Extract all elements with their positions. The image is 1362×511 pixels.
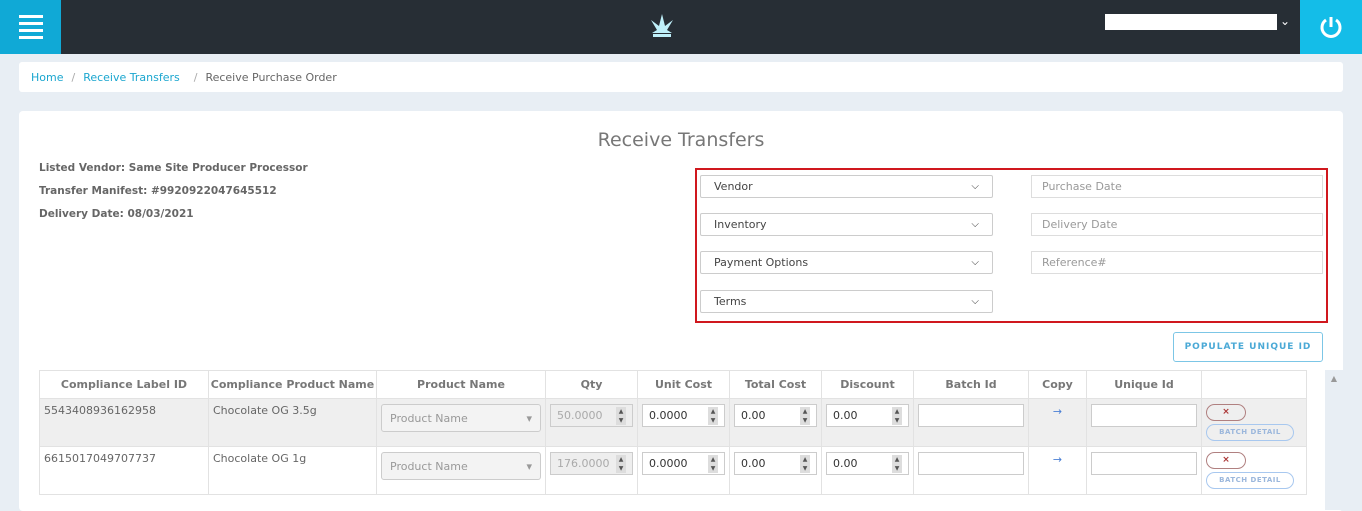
- batch-id-input[interactable]: [918, 452, 1024, 475]
- chevron-down-icon[interactable]: ⌄: [1280, 14, 1291, 28]
- batch-detail-button[interactable]: BATCH DETAIL: [1206, 472, 1294, 489]
- total-cost-value: 0.00: [741, 457, 766, 470]
- products-table: Compliance Label ID Compliance Product N…: [39, 370, 1307, 495]
- chevron-down-icon: ▾: [526, 411, 532, 425]
- purchase-date-input[interactable]: Purchase Date: [1031, 175, 1323, 198]
- spinner-icon[interactable]: ▲ ▼: [892, 454, 902, 473]
- header-copy: Copy: [1028, 370, 1087, 399]
- batch-detail-button[interactable]: BATCH DETAIL: [1206, 424, 1294, 441]
- discount-value: 0.00: [833, 457, 858, 470]
- terms-value: Terms: [714, 295, 747, 308]
- spinner-icon[interactable]: ▲ ▼: [800, 406, 810, 425]
- qty-value: 50.0000: [557, 409, 603, 422]
- unique-id-input[interactable]: [1091, 452, 1197, 475]
- remove-row-button[interactable]: ×: [1206, 452, 1246, 469]
- highlight-box: [695, 168, 1328, 323]
- qty-input: 176.0000 ▲ ▼: [550, 452, 633, 475]
- payment-options-value: Payment Options: [714, 256, 809, 269]
- product-name-placeholder: Product Name: [390, 411, 468, 425]
- discount-value: 0.00: [833, 409, 858, 422]
- populate-unique-id-button[interactable]: POPULATE UNIQUE ID: [1173, 332, 1323, 362]
- compliance-label-id: 5543408936162958: [39, 398, 209, 447]
- spinner-icon[interactable]: ▲ ▼: [708, 454, 718, 473]
- spinner-icon[interactable]: ▲ ▼: [708, 406, 718, 425]
- qty-value: 176.0000: [557, 457, 610, 470]
- unit-cost-input[interactable]: 0.0000 ▲ ▼: [642, 404, 725, 427]
- compliance-product-name: Chocolate OG 1g: [208, 446, 377, 495]
- product-name-placeholder: Product Name: [390, 459, 468, 473]
- product-name-select[interactable]: Product Name ▾: [381, 404, 541, 432]
- chevron-down-icon: ⌵: [971, 296, 979, 307]
- vendor-select[interactable]: Vendor ⌵: [700, 175, 993, 198]
- inventory-value: Inventory: [714, 218, 767, 231]
- spinner-icon: ▲ ▼: [616, 454, 626, 473]
- qty-input: 50.0000 ▲ ▼: [550, 404, 633, 427]
- header-compliance-product-name: Compliance Product Name: [208, 370, 377, 399]
- discount-input[interactable]: 0.00 ▲ ▼: [826, 404, 909, 427]
- spinner-icon[interactable]: ▲ ▼: [800, 454, 810, 473]
- spinner-icon: ▲ ▼: [616, 406, 626, 425]
- reference-input[interactable]: Reference#: [1031, 251, 1323, 274]
- page-title: Receive Transfers: [597, 129, 765, 151]
- discount-input[interactable]: 0.00 ▲ ▼: [826, 452, 909, 475]
- chevron-down-icon: ⌵: [971, 219, 979, 230]
- spinner-icon[interactable]: ▲ ▼: [892, 406, 902, 425]
- delivery-date-input[interactable]: Delivery Date: [1031, 213, 1323, 236]
- header-discount: Discount: [821, 370, 914, 399]
- unit-cost-input[interactable]: 0.0000 ▲ ▼: [642, 452, 725, 475]
- unique-id-input[interactable]: [1091, 404, 1197, 427]
- batch-id-input[interactable]: [918, 404, 1024, 427]
- chevron-down-icon: ⌵: [971, 181, 979, 192]
- terms-select[interactable]: Terms ⌵: [700, 290, 993, 313]
- header-actions: [1201, 370, 1307, 399]
- breadcrumb-home[interactable]: Home: [31, 70, 64, 84]
- scrollbar[interactable]: ▲: [1325, 370, 1343, 510]
- payment-options-select[interactable]: Payment Options ⌵: [700, 251, 993, 274]
- chevron-down-icon: ▾: [526, 459, 532, 473]
- header-compliance-label-id: Compliance Label ID: [39, 370, 209, 399]
- unit-cost-value: 0.0000: [649, 409, 688, 422]
- copy-arrow-icon[interactable]: →: [1028, 398, 1087, 447]
- compliance-label-id: 6615017049707737: [39, 446, 209, 495]
- breadcrumb: Home / Receive Transfers / Receive Purchas…: [19, 62, 1343, 92]
- total-cost-value: 0.00: [741, 409, 766, 422]
- table-row: 6615017049707737 Chocolate OG 1g Product…: [39, 446, 1307, 495]
- inventory-select[interactable]: Inventory ⌵: [700, 213, 993, 236]
- hamburger-icon[interactable]: [0, 0, 61, 54]
- cannabis-leaf-icon: [648, 12, 676, 43]
- remove-row-button[interactable]: ×: [1206, 404, 1246, 421]
- product-name-select[interactable]: Product Name ▾: [381, 452, 541, 480]
- listed-vendor: Listed Vendor: Same Site Producer Proces…: [39, 162, 308, 174]
- header-product-name: Product Name: [376, 370, 546, 399]
- copy-arrow-icon[interactable]: →: [1028, 446, 1087, 495]
- chevron-down-icon: ⌵: [971, 257, 979, 268]
- breadcrumb-receive-transfers[interactable]: Receive Transfers: [83, 70, 180, 84]
- user-select[interactable]: [1105, 14, 1277, 30]
- header-qty: Qty: [545, 370, 638, 399]
- table-row: 5543408936162958 Chocolate OG 3.5g Produ…: [39, 398, 1307, 447]
- total-cost-input[interactable]: 0.00 ▲ ▼: [734, 452, 817, 475]
- delivery-date: Delivery Date: 08/03/2021: [39, 208, 194, 220]
- transfer-manifest: Transfer Manifest: #9920922047645512: [39, 185, 277, 197]
- header-unique-id: Unique Id: [1086, 370, 1202, 399]
- breadcrumb-current: Receive Purchase Order: [205, 70, 337, 84]
- header-unit-cost: Unit Cost: [637, 370, 730, 399]
- scroll-up-icon[interactable]: ▲: [1330, 374, 1338, 383]
- header-total-cost: Total Cost: [729, 370, 822, 399]
- header-batch-id: Batch Id: [913, 370, 1029, 399]
- total-cost-input[interactable]: 0.00 ▲ ▼: [734, 404, 817, 427]
- unit-cost-value: 0.0000: [649, 457, 688, 470]
- vendor-value: Vendor: [714, 180, 753, 193]
- power-icon[interactable]: [1300, 0, 1362, 54]
- compliance-product-name: Chocolate OG 3.5g: [208, 398, 377, 447]
